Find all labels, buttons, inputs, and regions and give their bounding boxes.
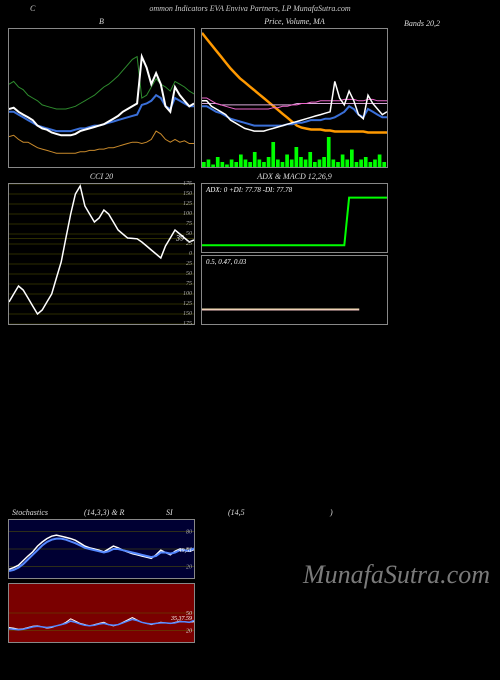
panel-b-chart bbox=[8, 28, 195, 168]
panel-b: B bbox=[8, 17, 195, 168]
panel-cci-title: CCI 20 bbox=[8, 172, 195, 183]
svg-text:20: 20 bbox=[186, 628, 192, 634]
svg-text:80: 80 bbox=[186, 530, 192, 536]
header-left: C bbox=[30, 4, 35, 13]
panel-rsi-chart: 5020 35,37.59 bbox=[8, 583, 195, 643]
stoch-right: (14,5 bbox=[228, 508, 328, 517]
panel-adx-title: ADX & MACD 12,26,9 bbox=[201, 172, 388, 183]
macd-text: 0.5, 0.47, 0.03 bbox=[206, 258, 246, 266]
header-title: ommon Indicators EVA Enviva Partners, LP… bbox=[149, 4, 350, 13]
row-2: CCI 20 175150125100755039250255075100125… bbox=[0, 172, 500, 329]
panel-price-title: Price, Volume, MA bbox=[201, 17, 388, 28]
panel-price: Price, Volume, MA bbox=[201, 17, 388, 168]
stoch-annot: 49,51 bbox=[179, 548, 193, 554]
stoch-mid: (14,3,3) & R bbox=[84, 508, 164, 517]
stoch-title-row: Stochastics (14,3,3) & R SI (14,5 ) bbox=[0, 508, 500, 519]
panel-stoch-chart: 805020 49,51 bbox=[8, 519, 195, 579]
panel-cci-chart: 175150125100755039250255075100125150175 bbox=[8, 183, 195, 325]
panel-b-title: B bbox=[8, 17, 195, 28]
page-header: C ommon Indicators EVA Enviva Partners, … bbox=[0, 0, 500, 17]
row-1: B Price, Volume, MA Bands 20,2 bbox=[0, 17, 500, 172]
panel-price-chart bbox=[201, 28, 388, 168]
rsi-annot: 35,37.59 bbox=[171, 616, 192, 622]
panel-stoch: 805020 49,51 bbox=[8, 519, 195, 579]
panel-cci: CCI 20 175150125100755039250255075100125… bbox=[8, 172, 195, 325]
adx-text: ADX: 0 +DI: 77.78 -DI: 77.78 bbox=[206, 186, 292, 194]
watermark: MunafaSutra.com bbox=[303, 560, 490, 590]
stoch-right2: ) bbox=[330, 508, 333, 517]
bands-label: Bands 20,2 bbox=[394, 17, 440, 172]
panel-rsi: 5020 35,37.59 bbox=[8, 583, 195, 643]
stoch-mid2: SI bbox=[166, 508, 226, 517]
panel-macd-chart: 0.5, 0.47, 0.03 bbox=[201, 255, 388, 325]
panel-adx: ADX & MACD 12,26,9 ADX: 0 +DI: 77.78 -DI… bbox=[201, 172, 388, 325]
panel-adx-chart: ADX: 0 +DI: 77.78 -DI: 77.78 bbox=[201, 183, 388, 253]
stoch-left: Stochastics bbox=[12, 508, 82, 517]
svg-text:20: 20 bbox=[186, 564, 192, 570]
